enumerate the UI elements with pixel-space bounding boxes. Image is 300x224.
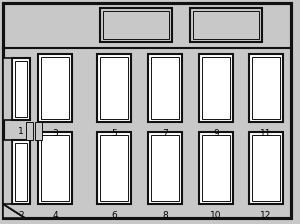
Bar: [12, 140, 30, 204]
Text: 10: 10: [210, 211, 222, 220]
Bar: [100, 135, 128, 201]
Bar: [252, 135, 280, 201]
Text: 8: 8: [162, 211, 168, 220]
Bar: [41, 135, 69, 201]
Text: 2: 2: [18, 211, 24, 220]
Bar: [151, 135, 179, 201]
Text: 7: 7: [162, 129, 168, 138]
Bar: [12, 58, 30, 120]
Bar: [38, 54, 72, 122]
Bar: [202, 135, 230, 201]
Text: 6: 6: [111, 211, 117, 220]
Bar: [103, 11, 169, 39]
Bar: [97, 54, 131, 122]
Text: 3: 3: [52, 129, 58, 138]
Bar: [38, 132, 72, 204]
Bar: [97, 132, 131, 204]
Bar: [100, 57, 128, 119]
Bar: [100, 8, 172, 42]
Bar: [148, 54, 182, 122]
Bar: [202, 57, 230, 119]
Text: 9: 9: [213, 129, 219, 138]
Bar: [252, 57, 280, 119]
Bar: [26, 122, 33, 140]
Bar: [249, 132, 283, 204]
Bar: [41, 57, 69, 119]
Text: 1: 1: [18, 127, 24, 136]
Text: 11: 11: [260, 129, 272, 138]
Text: 4: 4: [52, 211, 58, 220]
Bar: [190, 8, 262, 42]
Bar: [193, 11, 259, 39]
Polygon shape: [3, 204, 25, 218]
Bar: [3, 58, 12, 120]
Bar: [199, 54, 233, 122]
Text: 12: 12: [260, 211, 272, 220]
Bar: [151, 57, 179, 119]
Bar: [35, 122, 42, 140]
Bar: [249, 54, 283, 122]
Bar: [15, 61, 27, 117]
Bar: [199, 132, 233, 204]
Polygon shape: [3, 204, 25, 218]
Bar: [15, 143, 27, 201]
Text: 5: 5: [111, 129, 117, 138]
Bar: [148, 132, 182, 204]
Bar: [3, 140, 12, 204]
